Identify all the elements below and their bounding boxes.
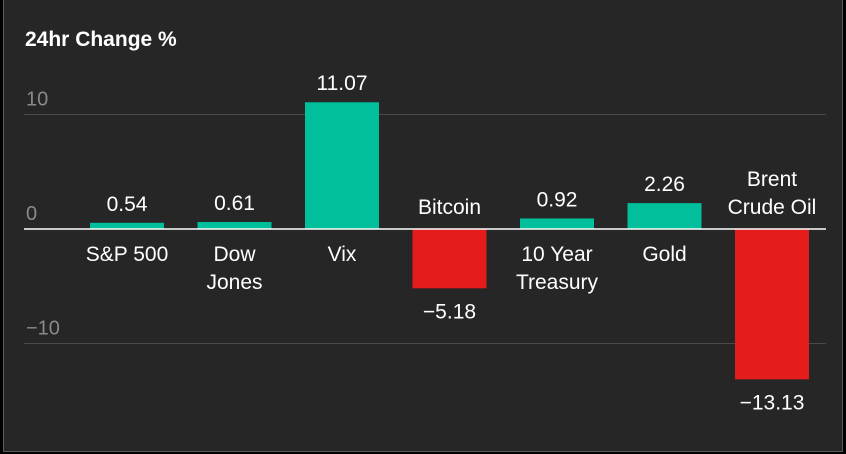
bar: [90, 222, 164, 229]
category-label: Brent: [747, 168, 797, 191]
bar: [627, 203, 702, 229]
data-label: −13.13: [740, 391, 805, 414]
bar: [520, 218, 594, 229]
y-tick-label: −10: [26, 318, 60, 340]
data-label: 2.26: [644, 173, 685, 196]
chart-title: 24hr Change %: [25, 28, 177, 51]
bar: [197, 222, 272, 229]
bar: [305, 102, 379, 229]
category-label: Crude Oil: [728, 196, 817, 219]
category-label: Jones: [206, 271, 262, 294]
y-tick-label: 10: [26, 89, 48, 111]
y-tick-label: 0: [26, 203, 37, 225]
bar: [735, 229, 809, 380]
chart-frame: 24hr Change % 10 0 −10 0.54 S&P 500 0.61 Dow Jo…: [3, 0, 843, 452]
category-label: Vix: [328, 243, 357, 266]
data-label: 0.61: [214, 192, 255, 215]
category-label: Bitcoin: [418, 196, 481, 219]
category-label: Treasury: [516, 271, 599, 294]
bar-chart: 10 0 −10 0.54 S&P 500 0.61 Dow Jones 11.07 Vix −5.…: [24, 72, 826, 414]
category-label: Gold: [642, 243, 686, 266]
category-label: 10 Year: [521, 243, 592, 266]
category-label: S&P 500: [86, 243, 169, 266]
data-label: 0.54: [107, 193, 148, 216]
category-label: Dow: [213, 243, 256, 266]
data-label: 0.92: [537, 188, 578, 211]
bar: [412, 229, 487, 289]
data-label: −5.18: [423, 300, 476, 323]
data-label: 11.07: [317, 72, 368, 95]
